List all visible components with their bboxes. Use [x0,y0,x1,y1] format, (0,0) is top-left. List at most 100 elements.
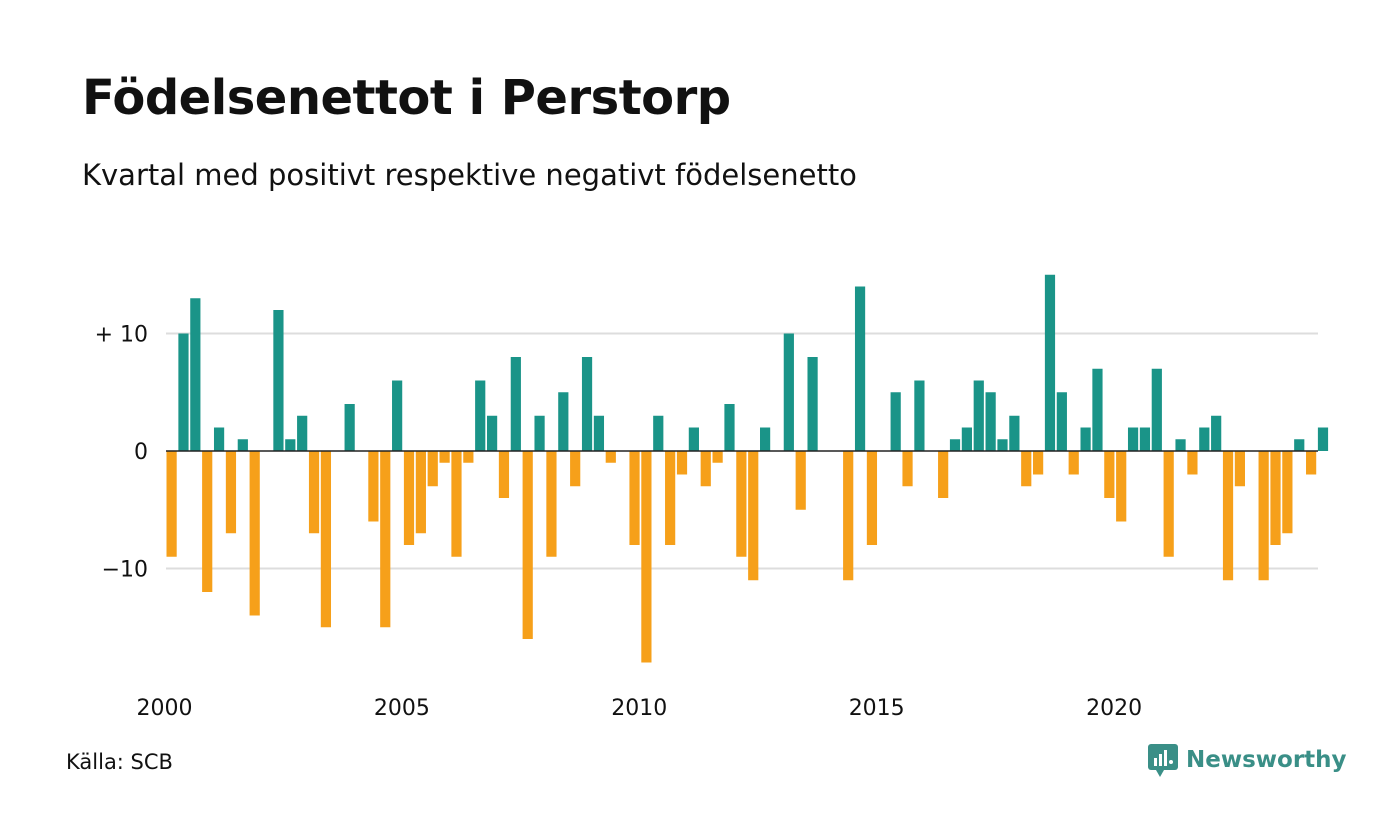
bar [843,451,854,581]
bar [558,392,569,451]
y-axis-ticks: + 10 0 −10 [95,323,148,583]
bar [190,298,201,451]
bar [1056,392,1067,451]
bar [166,451,177,557]
bar [1044,274,1056,451]
bar [285,439,296,451]
bar [486,415,498,451]
bar [581,357,593,451]
bar [676,451,688,475]
bar [1211,415,1222,451]
bar [320,451,332,628]
bar [1258,451,1269,581]
chart-subtitle: Kvartal med positivt respektive negativt… [82,158,857,192]
bar [1317,427,1329,451]
bar [629,451,640,545]
bar [546,451,557,557]
bar [783,333,794,451]
y-tick-label: −10 [102,558,148,583]
bar [451,451,462,557]
bar [202,451,213,592]
bar [297,415,308,451]
bar [344,404,355,451]
bar [593,415,605,451]
bar [1294,439,1305,451]
bar [1021,451,1032,487]
bar [380,451,391,628]
bar [439,451,450,463]
bar [700,451,711,487]
bar [760,427,771,451]
bar [403,451,415,545]
bar [1104,451,1115,498]
bar [1282,451,1293,534]
x-tick-label: 2010 [611,696,667,721]
bar [973,380,984,451]
bar [1116,451,1127,522]
bar [237,439,248,451]
brand-name: Newsworthy [1186,747,1347,773]
bar [949,439,961,451]
bar [914,380,925,451]
y-tick-label: + 10 [95,323,148,348]
bar [1234,451,1245,487]
bars [166,274,1329,663]
bar [938,451,949,498]
bar [427,451,438,487]
bar [866,451,878,545]
bar [1009,415,1020,451]
bar [510,357,521,451]
bar [1187,451,1198,475]
bar [570,451,581,487]
bar [213,427,225,451]
bar [807,357,818,451]
bar [178,333,189,451]
bar [961,427,972,451]
x-tick-label: 2005 [374,696,430,721]
bar [1222,451,1234,581]
grid-lines [166,332,1318,570]
source-note: Källa: SCB [66,750,173,774]
bar [795,451,806,510]
bar [724,404,735,451]
bar [522,451,533,639]
bar [748,451,759,581]
bar [997,439,1008,451]
bar [1175,439,1186,451]
bar [854,286,866,451]
bar [475,380,486,451]
bar [688,427,699,451]
bar [1033,451,1044,475]
bar [1068,451,1079,475]
bar-chart: + 10 0 −10 2000 2005 2010 2015 2020 [95,274,1329,721]
bar [1080,427,1091,451]
bar [249,451,260,616]
bar [665,451,676,545]
brand-logo: Newsworthy [1148,742,1347,778]
bar [463,451,474,463]
bar [1092,368,1103,451]
bar [736,451,747,557]
bar [902,451,913,487]
x-axis-ticks: 2000 2005 2010 2015 2020 [137,696,1143,721]
bar [308,451,320,534]
bar [1306,451,1317,475]
y-tick-label: 0 [134,440,148,465]
bar [1199,427,1210,451]
chart-title: Födelsenettot i Perstorp [82,70,731,126]
bar [1270,451,1281,545]
bar [368,451,379,522]
bar [641,451,652,663]
bar [534,415,545,451]
bar [1151,368,1162,451]
bar [225,451,237,534]
bar [273,310,284,451]
bar [605,451,616,463]
x-tick-label: 2000 [137,696,193,721]
x-tick-label: 2015 [849,696,905,721]
newsworthy-logo-icon [1148,744,1178,777]
bar [392,380,403,451]
bar [1163,451,1174,557]
bar [712,451,723,463]
bar [1127,427,1139,451]
